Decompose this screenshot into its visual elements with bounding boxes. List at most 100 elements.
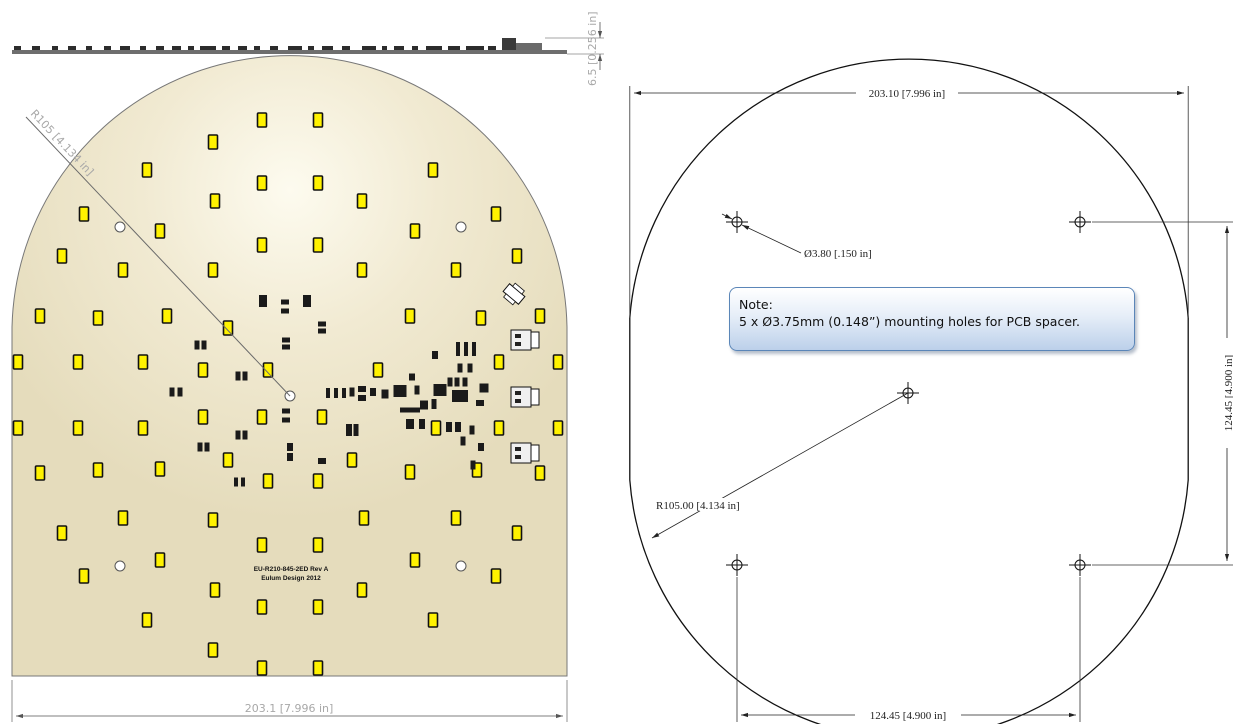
smd-component (259, 295, 267, 307)
led-pad (256, 237, 268, 253)
led-pad (262, 362, 274, 378)
led-pad (92, 310, 104, 326)
led-pad (312, 660, 324, 676)
note-text: 5 x Ø3.75mm (0.148”) mounting holes for … (739, 314, 1080, 329)
smd-component (414, 385, 420, 395)
side-view-component (32, 46, 40, 50)
led-pad (450, 510, 462, 526)
smd-component (201, 340, 207, 350)
outline-board (629, 58, 1189, 724)
led-pad (256, 175, 268, 191)
smd-component (432, 351, 438, 359)
side-view-component (140, 46, 146, 50)
pcb-hole (455, 560, 467, 572)
led-pad (137, 420, 149, 436)
led-pad (312, 112, 324, 128)
horizontal-spacing-label: 124.45 [4.900 in] (870, 710, 946, 722)
led-pad (427, 162, 439, 178)
led-pad (34, 308, 46, 324)
smd-component (358, 395, 366, 401)
side-view-component (466, 46, 484, 50)
led-pad (404, 308, 416, 324)
smd-component (460, 436, 466, 446)
smd-component (419, 419, 425, 429)
smd-component (194, 340, 200, 350)
side-view-component (156, 46, 164, 50)
led-pad (372, 362, 384, 378)
led-pad (72, 354, 84, 370)
side-view-components (14, 46, 496, 50)
smd-component (287, 443, 293, 451)
side-view-component (254, 46, 260, 50)
led-pad (316, 409, 328, 425)
side-view-component (382, 46, 387, 50)
side-view-component (308, 46, 314, 50)
side-view-component (104, 46, 111, 50)
led-pad (312, 473, 324, 489)
smd-component (346, 424, 352, 436)
led-pad (312, 537, 324, 553)
pcb-components (12, 112, 564, 676)
smd-component (326, 388, 330, 398)
led-pad (137, 354, 149, 370)
side-view-component (448, 46, 460, 50)
smd-component (472, 342, 476, 356)
smd-component (476, 400, 484, 406)
led-pad (197, 362, 209, 378)
smd-component (241, 477, 245, 487)
smd-component (479, 383, 489, 393)
led-pad (209, 582, 221, 598)
led-pad (552, 420, 564, 436)
led-pad (312, 599, 324, 615)
side-view-component (322, 46, 333, 50)
smd-component (447, 377, 453, 387)
smd-component (235, 371, 241, 381)
led-pad (534, 465, 546, 481)
smd-component (282, 408, 290, 414)
side-view-component (188, 46, 194, 50)
led-pad (222, 452, 234, 468)
pcb-radius-leader (25, 116, 291, 397)
smd-component (370, 388, 376, 396)
led-pad (490, 568, 502, 584)
led-pad (34, 465, 46, 481)
led-pad (207, 642, 219, 658)
side-view-component (288, 46, 302, 50)
smd-component (464, 342, 468, 356)
led-pad (154, 223, 166, 239)
smd-component (470, 460, 476, 470)
led-pad (493, 420, 505, 436)
led-pad (161, 308, 173, 324)
side-view-component (14, 46, 21, 50)
smd-component (452, 390, 468, 402)
side-view-thickness-label: 6.5 [0.256 in] (586, 11, 599, 86)
outline-mounting-holes (725, 210, 1092, 577)
side-view-component (120, 46, 130, 50)
smd-component (353, 424, 359, 436)
led-pad (490, 206, 502, 222)
side-view-component (426, 46, 442, 50)
smd-component (282, 337, 290, 343)
smd-component (400, 407, 420, 413)
smd-component (457, 363, 463, 373)
led-pad (56, 525, 68, 541)
led-pad (117, 510, 129, 526)
led-pad (511, 525, 523, 541)
led-pad (56, 248, 68, 264)
led-pad (78, 568, 90, 584)
side-view-component (412, 46, 418, 50)
smd-component (281, 299, 289, 305)
led-pad (450, 262, 462, 278)
side-view-board (12, 50, 567, 54)
led-pad (404, 464, 416, 480)
side-view-component (52, 46, 58, 50)
vertical-spacing-label: 124.45 [4.900 in] (1223, 355, 1233, 431)
smd-component (318, 328, 326, 334)
side-view-component (222, 46, 230, 50)
led-pad (534, 308, 546, 324)
side-view-component (342, 46, 350, 50)
pcb-hole (114, 560, 126, 572)
led-pad (154, 552, 166, 568)
led-pad (154, 461, 166, 477)
